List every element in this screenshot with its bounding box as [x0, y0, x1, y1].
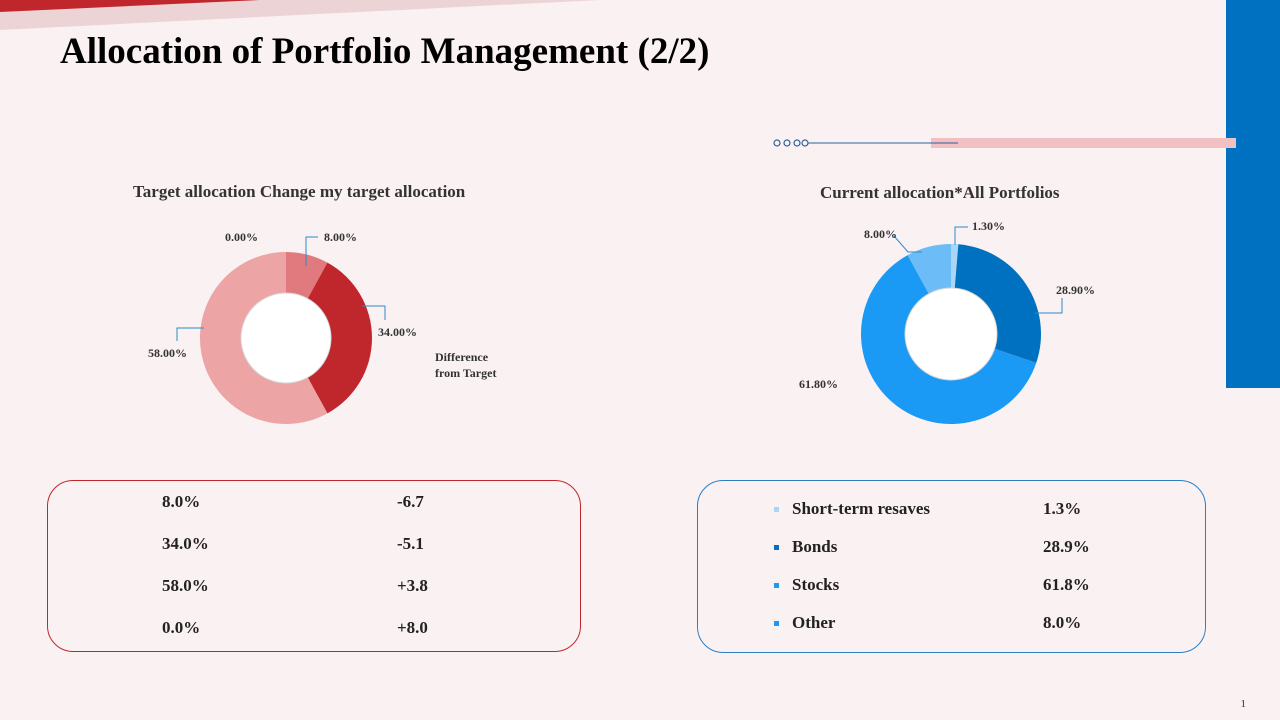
legend-bullet-icon [774, 621, 779, 626]
left-table-diff: +8.0 [397, 618, 428, 637]
legend-label-other: Other [792, 613, 836, 632]
left-table-value: 34.0% [162, 534, 209, 553]
target-donut-slice-0 [286, 252, 328, 299]
legend-bullet-icon [774, 583, 779, 588]
page-title: Allocation of Portfolio Management (2/2) [60, 31, 710, 72]
right-chart-title: Current allocation*All Portfolios [820, 183, 1060, 202]
legend-bullet-icon [774, 545, 779, 550]
leader-line-34 [362, 305, 386, 320]
target-donut-slice-1 [307, 262, 372, 414]
current-donut-slice-0 [951, 244, 959, 289]
current-donut-slice-1 [954, 244, 1041, 363]
leader-line-58 [176, 327, 204, 341]
data-label-8-right: 8.00% [864, 227, 897, 241]
top-stripe-decoration [0, 0, 600, 30]
decorative-line [773, 138, 1236, 148]
legend-label-bonds: Bonds [792, 537, 838, 556]
left-table-diff: -5.1 [397, 534, 424, 553]
difference-annotation: from Target [435, 366, 496, 380]
left-table-diff: +3.8 [397, 576, 428, 595]
data-label-34: 34.00% [378, 325, 417, 339]
data-label-61-8: 61.80% [799, 377, 838, 391]
target-donut-hole [240, 292, 332, 384]
data-label-1-3: 1.30% [972, 219, 1005, 233]
target-donut-slice-2 [199, 252, 328, 424]
left-table-value: 0.0% [162, 618, 201, 637]
legend-bullet-icon [774, 507, 779, 512]
page-number: 1 [1240, 698, 1247, 710]
target-allocation-table [47, 480, 581, 652]
data-label-28-9: 28.90% [1056, 283, 1095, 297]
legend-value: 61.8% [1043, 575, 1090, 594]
current-donut-hole [904, 287, 998, 381]
data-label-8: 8.00% [324, 230, 357, 244]
current-allocation-table [697, 480, 1206, 653]
difference-annotation: Difference [435, 350, 489, 364]
left-table-value: 8.0% [162, 492, 201, 511]
current-donut-slice-2 [861, 255, 1037, 424]
data-label-58: 58.00% [148, 346, 187, 360]
legend-label-stocks: Stocks [792, 575, 840, 594]
data-label-0: 0.00% [225, 230, 258, 244]
legend-value: 1.3% [1043, 499, 1082, 518]
leader-line-8 [305, 236, 318, 266]
legend-label-short-term: Short-term resaves [792, 499, 931, 518]
leader-line-1-3 [954, 226, 968, 245]
leader-line-8 [893, 235, 922, 253]
legend-value: 28.9% [1043, 537, 1090, 556]
right-accent-bar [1226, 0, 1280, 388]
left-chart-title: Target allocation Change my target alloc… [133, 182, 466, 201]
left-table-diff: -6.7 [397, 492, 424, 511]
left-table-value: 58.0% [162, 576, 209, 595]
current-donut-slice-3 [907, 244, 951, 294]
legend-value: 8.0% [1043, 613, 1082, 632]
leader-line-28-9 [1035, 298, 1063, 314]
